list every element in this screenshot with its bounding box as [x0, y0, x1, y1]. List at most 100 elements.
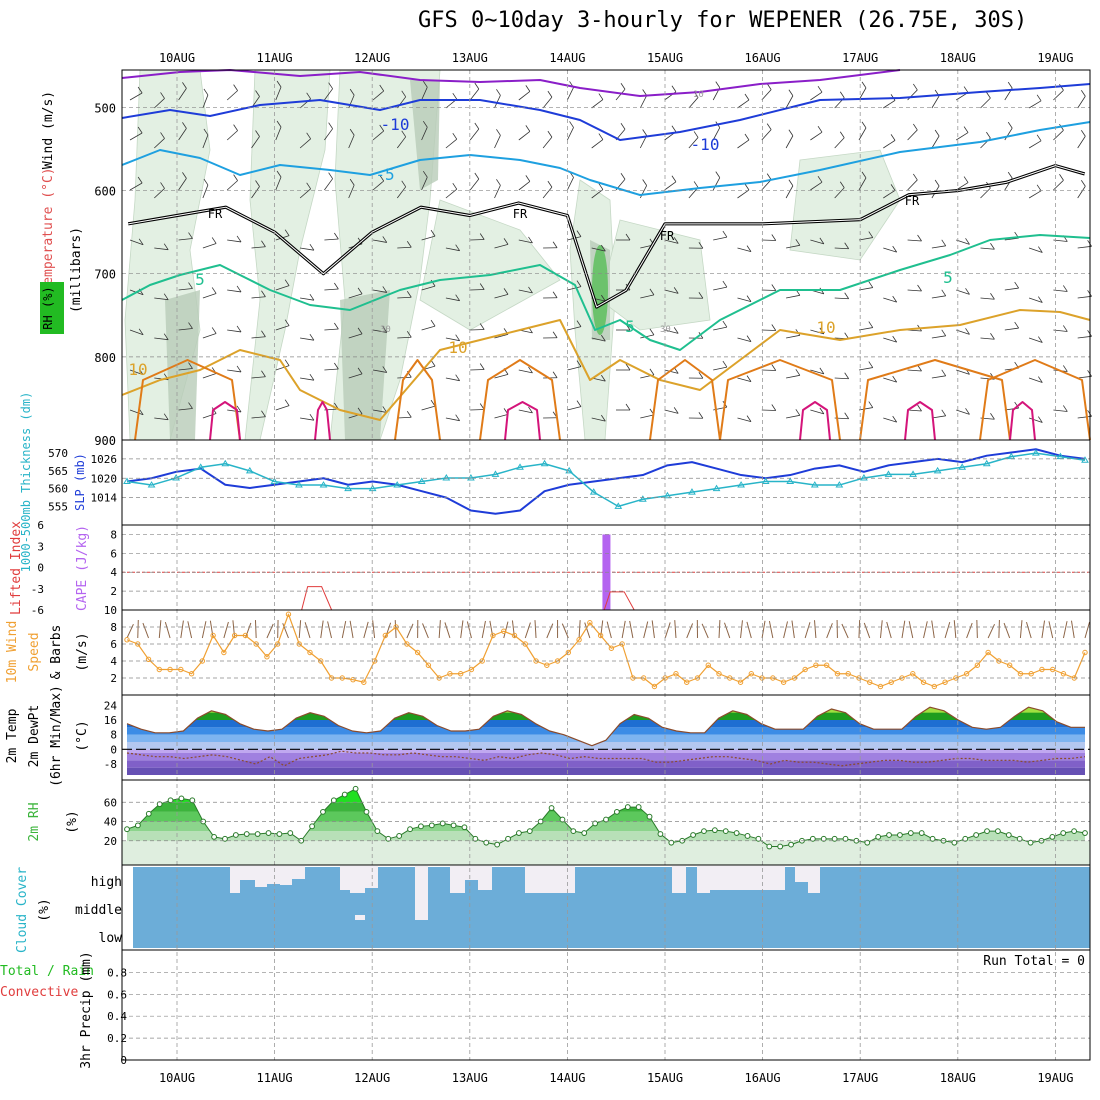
upper-wind-barb-flag — [788, 89, 794, 96]
contour-label-10: 10 — [816, 318, 835, 337]
wind10m-speed-label: Speed — [27, 632, 42, 671]
surface-wind-barb — [304, 622, 311, 639]
upper-wind-barb — [834, 187, 845, 199]
surface-wind-barb — [460, 620, 464, 639]
surface-wind-barb — [686, 623, 694, 639]
upper-wind-barb — [324, 288, 339, 291]
date-label-bottom: 15AUG — [647, 1071, 683, 1085]
upper-wind-barb — [858, 237, 873, 241]
upper-wind-barb-flag — [379, 174, 385, 182]
rh-2m-marker — [1071, 828, 1078, 835]
upper-wind-barb-flag — [569, 121, 574, 128]
rh-2m-marker — [1049, 834, 1056, 840]
upper-wind-barb-flag — [912, 173, 918, 181]
rh-2m-marker — [156, 801, 163, 808]
surface-wind-barb — [841, 623, 849, 639]
temp-band — [127, 749, 1085, 753]
temp-contour-10 — [121, 309, 1091, 421]
wind-speed-marker — [867, 679, 873, 685]
surface-wind-barb — [1062, 621, 1068, 639]
upper-wind-barb — [275, 126, 282, 141]
upper-wind-barb-flag — [474, 82, 480, 90]
rh-band — [127, 821, 1085, 832]
rh-2m-marker — [733, 830, 740, 836]
upper-wind-barb — [591, 417, 606, 422]
surface-wind-barb — [718, 620, 721, 639]
wind-speed-marker — [780, 679, 787, 685]
upper-wind-barb-flag — [328, 172, 333, 179]
surface-wind-barb — [886, 621, 892, 639]
upper-wind-barb-flag — [965, 328, 970, 335]
rh-2m-marker — [505, 835, 511, 842]
upper-wind-barb — [834, 247, 849, 250]
upper-wind-barb-flag — [357, 287, 363, 295]
surface-wind-barb — [223, 621, 229, 639]
li-line — [603, 591, 635, 611]
upper-wind-barb — [810, 239, 824, 245]
cloud-block — [355, 915, 365, 920]
thickness-marker — [245, 466, 254, 474]
wind-speed-marker — [457, 671, 464, 677]
upper-wind-barb — [275, 86, 282, 101]
upper-wind-barb — [348, 134, 355, 149]
date-label-top: 18AUG — [940, 51, 976, 65]
rh-2m-marker — [374, 828, 381, 835]
wind-speed-marker — [608, 645, 615, 651]
upper-wind-barb-flag — [406, 331, 412, 338]
rh-tick-label: 60 — [104, 796, 117, 809]
upper-wind-barb-flag — [620, 123, 626, 130]
upper-wind-barb — [518, 181, 531, 191]
upper-wind-barb-flag — [819, 327, 825, 335]
upper-wind-barb — [227, 289, 242, 293]
upper-wind-barb-flag — [261, 290, 266, 298]
rh-2m-marker — [450, 822, 457, 829]
upper-wind-barb-flag — [349, 178, 355, 186]
rh-2m-marker — [1082, 830, 1088, 836]
temp-tick-label: -8 — [104, 758, 117, 771]
surface-wind-barb — [1041, 620, 1046, 639]
surface-wind-barb — [363, 621, 369, 639]
upper-wind-barb-flag — [890, 184, 896, 191]
upper-wind-barb-flag — [671, 85, 677, 92]
upper-wind-barb-flag — [620, 83, 626, 90]
rh-2m-marker — [526, 828, 533, 835]
cloud-cover-area — [133, 867, 1090, 948]
surface-wind-barb — [142, 622, 149, 639]
upper-wind-barb-flag — [601, 414, 606, 422]
upper-wind-barb — [469, 88, 480, 101]
cloud-level-high: high — [91, 875, 122, 890]
cloud-level-low: low — [99, 931, 123, 946]
upper-wind-barb — [1004, 237, 1019, 241]
upper-wind-barb — [713, 366, 727, 371]
upper-wind-barb — [834, 297, 849, 300]
thickness-marker — [589, 488, 598, 495]
upper-wind-barb-flag — [503, 238, 509, 245]
upper-wind-barb — [567, 286, 582, 291]
upper-wind-barb — [980, 187, 991, 199]
cloud-block — [280, 866, 292, 885]
upper-wind-barb — [154, 247, 169, 251]
thickness-marker — [172, 473, 181, 481]
thickness-marker — [368, 484, 377, 492]
upper-wind-barb-flag — [163, 333, 169, 340]
surface-wind-barb — [201, 621, 207, 639]
rh-2m-marker — [559, 816, 566, 823]
cloud-block — [750, 866, 785, 890]
upper-wind-barb — [251, 416, 266, 419]
rh-shading-dark — [165, 290, 200, 440]
wind-speed-marker — [942, 679, 948, 685]
date-label-bottom: 10AUG — [159, 1071, 195, 1085]
upper-wind-barb — [178, 368, 193, 371]
upper-wind-barb — [785, 95, 794, 109]
rh-2m-marker — [243, 831, 250, 837]
upper-wind-barb — [202, 94, 209, 109]
upper-wind-barb-flag — [334, 322, 339, 330]
upper-wind-barb — [372, 239, 387, 243]
upper-wind-barb-flag — [1036, 184, 1042, 192]
upper-wind-barb-flag — [671, 125, 677, 132]
upper-wind-barb-flag — [963, 86, 969, 93]
upper-wind-barb-flag — [673, 237, 679, 244]
li-tick-label: -6 — [31, 604, 44, 617]
upper-wind-barb — [445, 337, 460, 342]
thickness-marker — [909, 470, 917, 477]
